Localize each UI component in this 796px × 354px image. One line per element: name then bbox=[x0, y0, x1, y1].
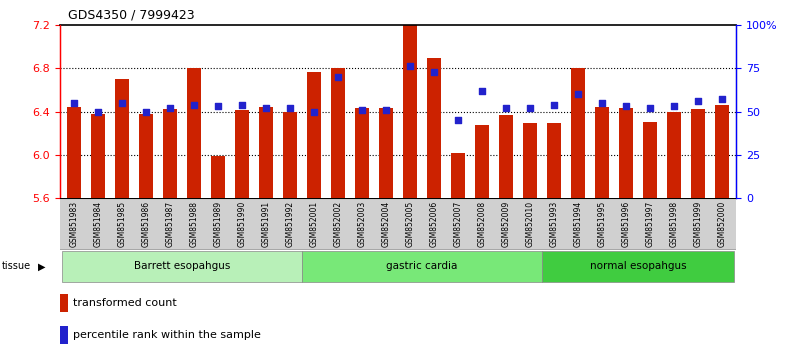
Bar bbox=[642, 122, 657, 198]
Point bbox=[548, 102, 560, 107]
Bar bbox=[451, 153, 465, 198]
Text: GSM852000: GSM852000 bbox=[717, 201, 727, 247]
Bar bbox=[403, 25, 417, 198]
Bar bbox=[595, 107, 609, 198]
Text: GSM851986: GSM851986 bbox=[142, 201, 150, 247]
Point bbox=[404, 64, 416, 69]
Bar bbox=[62, 251, 302, 281]
Point bbox=[188, 102, 201, 107]
Text: GSM851983: GSM851983 bbox=[69, 201, 79, 247]
Text: GSM851987: GSM851987 bbox=[166, 201, 174, 247]
Bar bbox=[235, 110, 249, 198]
Bar bbox=[618, 108, 633, 198]
Text: GSM851991: GSM851991 bbox=[262, 201, 271, 247]
Text: GSM852010: GSM852010 bbox=[525, 201, 534, 247]
Point bbox=[92, 109, 104, 114]
Text: GSM852002: GSM852002 bbox=[334, 201, 342, 247]
Bar bbox=[163, 109, 178, 198]
Bar bbox=[302, 251, 542, 281]
Bar bbox=[427, 58, 441, 198]
Point bbox=[68, 100, 80, 105]
Bar bbox=[259, 107, 273, 198]
Bar bbox=[355, 108, 369, 198]
Text: GSM852003: GSM852003 bbox=[357, 201, 366, 247]
Text: GSM852004: GSM852004 bbox=[381, 201, 391, 247]
Text: GSM851994: GSM851994 bbox=[573, 201, 583, 247]
Text: GSM851996: GSM851996 bbox=[622, 201, 630, 247]
Text: GSM851989: GSM851989 bbox=[213, 201, 223, 247]
Bar bbox=[60, 326, 68, 344]
Bar bbox=[667, 112, 681, 198]
Text: GSM851984: GSM851984 bbox=[94, 201, 103, 247]
Point bbox=[524, 105, 537, 111]
Bar bbox=[306, 73, 322, 198]
Bar bbox=[187, 68, 201, 198]
Point bbox=[692, 98, 704, 104]
Point bbox=[308, 109, 321, 114]
Text: transformed count: transformed count bbox=[73, 298, 177, 308]
Text: GSM851992: GSM851992 bbox=[286, 201, 295, 247]
Bar bbox=[542, 251, 734, 281]
Bar bbox=[139, 114, 154, 198]
Bar bbox=[691, 109, 705, 198]
Text: GSM851985: GSM851985 bbox=[118, 201, 127, 247]
Text: GSM851993: GSM851993 bbox=[549, 201, 559, 247]
Point bbox=[356, 107, 369, 113]
Bar bbox=[523, 124, 537, 198]
Bar bbox=[211, 156, 225, 198]
Bar bbox=[91, 114, 105, 198]
Text: tissue: tissue bbox=[2, 261, 31, 272]
Point bbox=[668, 103, 681, 109]
Text: GSM852005: GSM852005 bbox=[405, 201, 415, 247]
Point bbox=[212, 103, 224, 109]
Point bbox=[259, 105, 272, 111]
Bar bbox=[571, 68, 585, 198]
Bar bbox=[283, 112, 297, 198]
Bar bbox=[60, 295, 68, 312]
Text: GSM852006: GSM852006 bbox=[430, 201, 439, 247]
Point bbox=[451, 118, 464, 123]
Point bbox=[595, 100, 608, 105]
Point bbox=[572, 91, 584, 97]
Text: GSM851990: GSM851990 bbox=[237, 201, 247, 247]
Text: Barrett esopahgus: Barrett esopahgus bbox=[134, 261, 230, 272]
Text: percentile rank within the sample: percentile rank within the sample bbox=[73, 330, 261, 340]
Text: GSM851999: GSM851999 bbox=[693, 201, 702, 247]
Point bbox=[643, 105, 656, 111]
Text: GSM851995: GSM851995 bbox=[598, 201, 607, 247]
Bar bbox=[547, 124, 561, 198]
Text: GSM852007: GSM852007 bbox=[454, 201, 462, 247]
Text: GSM851998: GSM851998 bbox=[669, 201, 678, 247]
Point bbox=[115, 100, 128, 105]
Point bbox=[716, 97, 728, 102]
Text: GSM851997: GSM851997 bbox=[646, 201, 654, 247]
Bar bbox=[474, 125, 490, 198]
Point bbox=[140, 109, 153, 114]
Text: GSM852001: GSM852001 bbox=[310, 201, 318, 247]
Point bbox=[500, 105, 513, 111]
Bar bbox=[115, 79, 129, 198]
Point bbox=[236, 102, 248, 107]
Bar bbox=[499, 115, 513, 198]
Text: GSM851988: GSM851988 bbox=[189, 201, 198, 247]
Text: GDS4350 / 7999423: GDS4350 / 7999423 bbox=[68, 9, 194, 22]
Text: ▶: ▶ bbox=[38, 261, 45, 272]
Point bbox=[332, 74, 345, 80]
Bar bbox=[379, 108, 393, 198]
Text: GSM852008: GSM852008 bbox=[478, 201, 486, 247]
Text: normal esopahgus: normal esopahgus bbox=[590, 261, 686, 272]
Text: GSM852009: GSM852009 bbox=[501, 201, 510, 247]
Point bbox=[619, 103, 632, 109]
Bar bbox=[67, 107, 81, 198]
Point bbox=[380, 107, 392, 113]
Point bbox=[475, 88, 488, 93]
Text: gastric cardia: gastric cardia bbox=[386, 261, 458, 272]
Point bbox=[427, 69, 440, 74]
Point bbox=[283, 105, 296, 111]
Point bbox=[164, 105, 177, 111]
Bar bbox=[715, 105, 729, 198]
Bar bbox=[331, 68, 345, 198]
